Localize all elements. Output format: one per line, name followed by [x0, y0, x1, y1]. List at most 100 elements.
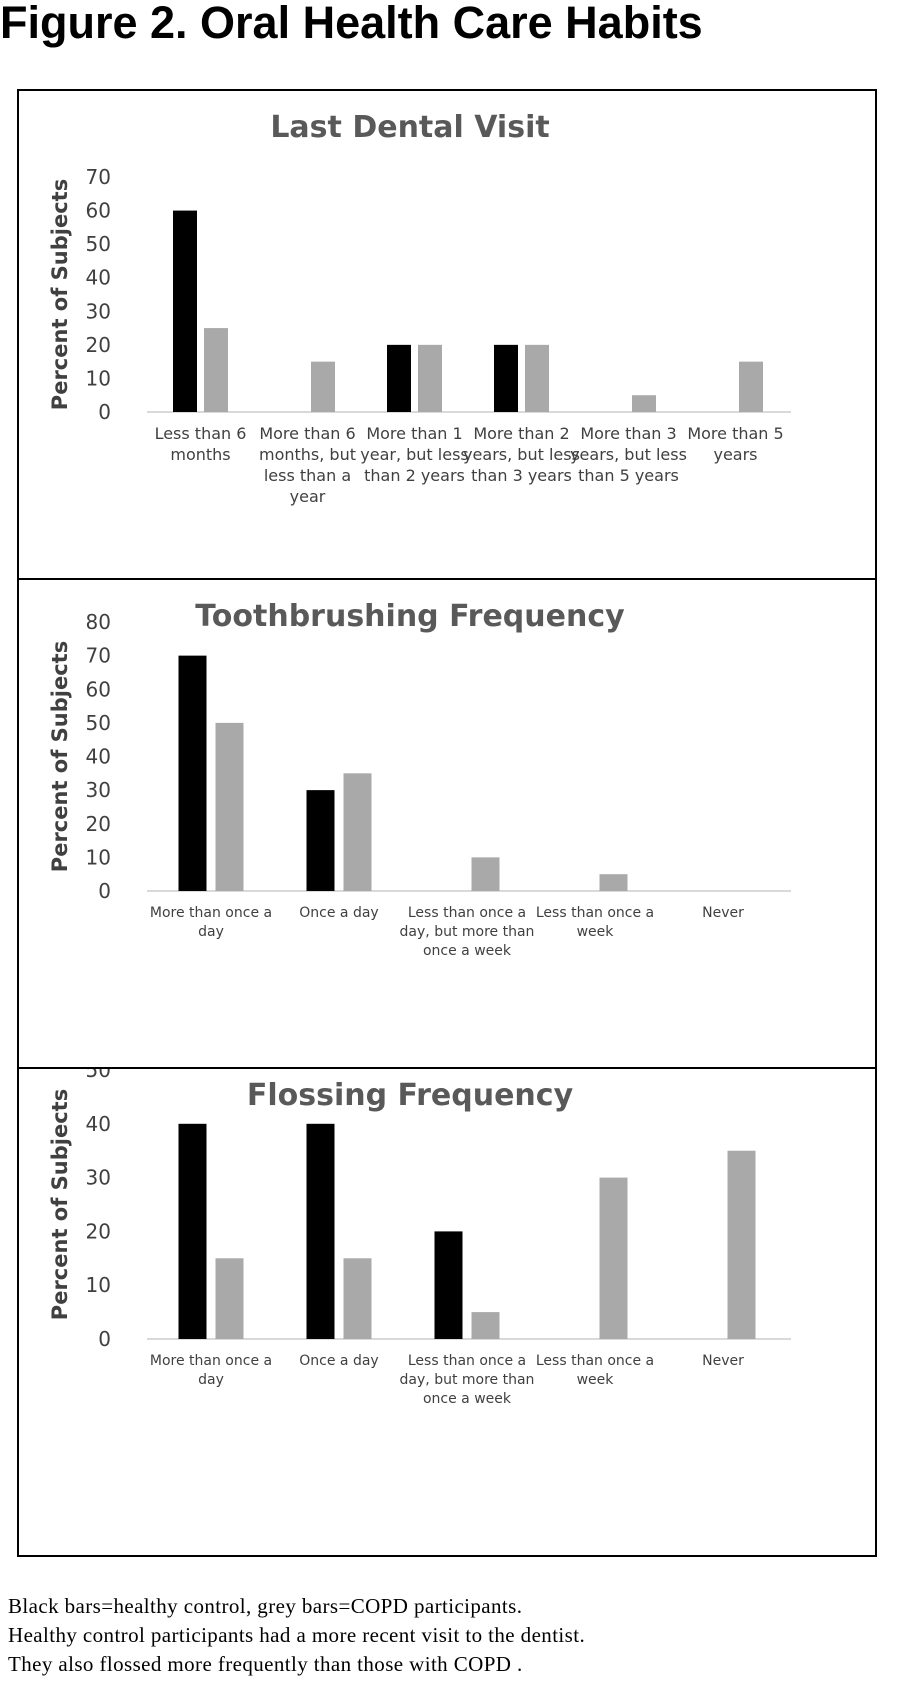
- y-tick-label: 30: [86, 778, 111, 802]
- bar-copd: [525, 344, 549, 412]
- y-tick-label: 50: [86, 232, 111, 256]
- x-category-label: More than 2 years, but less than 3 years: [463, 424, 580, 485]
- y-tick-label: 0: [98, 400, 111, 424]
- x-category-label: Never: [702, 1353, 744, 1369]
- x-category-label-line: months: [170, 445, 230, 464]
- x-category-label-line: day: [198, 1372, 224, 1388]
- x-category-label-line: Once a day: [299, 1353, 378, 1369]
- chart-toothbrushing-frequency: Toothbrushing Frequency Percent of Subjec…: [48, 599, 791, 959]
- bar-copd: [343, 773, 372, 891]
- x-category-label-line: More than 1: [366, 424, 462, 443]
- x-category-label: More than 5 years: [687, 424, 783, 464]
- y-tick-label: 50: [86, 1069, 111, 1082]
- bar-copd: [215, 1258, 244, 1339]
- x-category-label-line: Less than 6: [155, 424, 247, 443]
- panel-divider: [17, 1067, 877, 1069]
- y-tick-label: 20: [86, 333, 111, 357]
- x-category-label-line: years, but less: [570, 445, 687, 464]
- x-category-label: More than once a day: [150, 905, 272, 940]
- x-category-label: Less than 6 months: [155, 424, 247, 464]
- x-category-label-line: More than once a: [150, 1353, 272, 1369]
- chart-flossing-frequency: Flossing Frequency Percent of Subjects 0 10…: [48, 1069, 791, 1407]
- x-category-label-line: Less than once a: [408, 1353, 526, 1369]
- x-category-label-line: week: [577, 1372, 615, 1388]
- bar-copd: [311, 361, 335, 412]
- bar-copd: [471, 1312, 500, 1339]
- x-category-label: More than 3 years, but less than 5 years: [570, 424, 687, 485]
- bar-copd: [739, 361, 763, 412]
- bar-copd: [632, 395, 656, 412]
- x-category-label-line: day, but more than: [400, 924, 535, 940]
- bar-healthy-control: [306, 790, 335, 891]
- bar-copd: [599, 874, 628, 891]
- bar-copd: [599, 1177, 628, 1339]
- x-category-label-line: day: [198, 924, 224, 940]
- x-category-label-line: Never: [702, 1353, 744, 1369]
- caption-line: Healthy control participants had a more …: [8, 1623, 586, 1647]
- y-tick-label: 30: [86, 1166, 111, 1190]
- x-category-label: More than once a day: [150, 1353, 272, 1388]
- y-tick-label: 80: [86, 610, 111, 634]
- y-tick-label: 70: [86, 644, 111, 668]
- y-tick-label: 0: [98, 1327, 111, 1351]
- y-tick-label: 40: [86, 745, 111, 769]
- y-tick-label: 40: [86, 266, 111, 290]
- y-tick-label: 50: [86, 711, 111, 735]
- y-tick-label: 10: [86, 366, 111, 390]
- x-category-label-line: Less than once a: [536, 905, 654, 921]
- y-tick-label: 60: [86, 677, 111, 701]
- x-category-label-line: than 2 years: [364, 466, 465, 485]
- y-tick-label: 20: [86, 812, 111, 836]
- x-category-label-line: More than 6: [259, 424, 355, 443]
- y-axis-label: Percent of Subjects: [48, 1089, 72, 1320]
- x-category-label: More than 1 year, but less than 2 years: [360, 424, 468, 485]
- y-axis-label: Percent of Subjects: [48, 179, 72, 410]
- x-category-label-line: Never: [702, 905, 744, 921]
- x-category-label-line: than 5 years: [578, 466, 679, 485]
- figure-caption: Black bars=healthy control, grey bars=CO…: [8, 1592, 585, 1679]
- x-category-label: Once a day: [299, 1353, 378, 1369]
- bar-healthy-control: [306, 1123, 335, 1339]
- bar-healthy-control: [178, 655, 207, 891]
- panel-divider: [17, 578, 877, 580]
- bar-copd: [418, 344, 442, 412]
- bar-copd: [471, 857, 500, 891]
- x-category-label-line: More than 2: [473, 424, 569, 443]
- caption-line: Black bars=healthy control, grey bars=CO…: [8, 1594, 523, 1618]
- bar-copd: [215, 722, 244, 891]
- bar-healthy-control: [434, 1231, 463, 1339]
- x-category-label-line: year, but less: [360, 445, 468, 464]
- y-tick-label: 10: [86, 845, 111, 869]
- y-axis-label: Percent of Subjects: [48, 641, 72, 872]
- chart-title: Toothbrushing Frequency: [195, 599, 625, 634]
- x-category-label-line: once a week: [423, 1391, 512, 1407]
- bar-healthy-control: [178, 1123, 207, 1339]
- x-category-label: Never: [702, 905, 744, 921]
- y-tick-label: 40: [86, 1112, 111, 1136]
- x-category-label-line: less than a: [264, 466, 351, 485]
- bar-healthy-control: [173, 210, 197, 412]
- y-tick-label: 60: [86, 199, 111, 223]
- bar-copd: [343, 1258, 372, 1339]
- x-category-label-line: year: [290, 487, 326, 506]
- x-category-label-line: More than 5: [687, 424, 783, 443]
- x-category-label-line: Less than once a: [408, 905, 526, 921]
- x-category-label-line: day, but more than: [400, 1372, 535, 1388]
- x-category-label: Less than once a day, but more than once a…: [400, 1353, 535, 1407]
- x-category-label-line: More than once a: [150, 905, 272, 921]
- y-tick-label: 70: [86, 165, 111, 189]
- chart-last-dental-visit: Last Dental Visit Percent of Subjects 0 10 2…: [48, 110, 791, 506]
- x-category-label: Less than once a day, but more than once a…: [400, 905, 535, 959]
- x-category-label: Less than once a week: [536, 1353, 654, 1388]
- x-category-label-line: years, but less: [463, 445, 580, 464]
- bar-healthy-control: [387, 344, 411, 412]
- x-category-label-line: than 3 years: [471, 466, 572, 485]
- x-category-label-line: Less than once a: [536, 1353, 654, 1369]
- x-category-label-line: Once a day: [299, 905, 378, 921]
- x-category-label-line: once a week: [423, 943, 512, 959]
- y-tick-label: 30: [86, 299, 111, 323]
- chart-title: Flossing Frequency: [247, 1078, 574, 1113]
- bar-copd: [204, 328, 228, 412]
- y-tick-label: 10: [86, 1273, 111, 1297]
- x-category-label: Less than once a week: [536, 905, 654, 940]
